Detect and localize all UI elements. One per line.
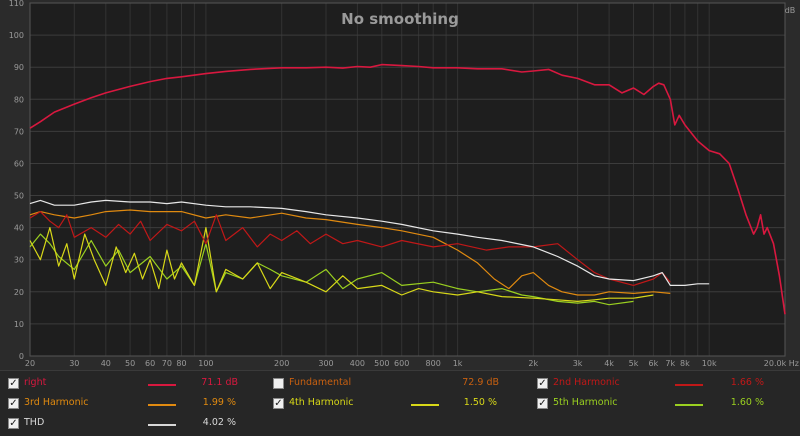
series-swatch (148, 404, 176, 406)
y-tick-label: 70 (14, 127, 24, 136)
legend-item-3rd-harmonic[interactable]: ✓ 3rd Harmonic 1.99 % (8, 395, 258, 415)
2nd-harmonic-checkbox[interactable]: ✓ (537, 378, 548, 389)
series-swatch (675, 404, 703, 406)
series-swatch (148, 424, 176, 426)
legend-panel: ✓ right 71.1 dB Fundamental 72.9 dB ✓ 2n… (0, 370, 800, 436)
series-line-thd (29, 199, 710, 286)
right-checkbox[interactable]: ✓ (8, 378, 19, 389)
legend-item-thd[interactable]: ✓ THD 4.02 % (8, 415, 258, 435)
y-tick-label: 60 (14, 160, 24, 169)
x-tick-label: 60 (145, 359, 155, 368)
legend-label: 4th Harmonic (289, 397, 354, 408)
series-line-2nd-harmonic (29, 211, 671, 286)
legend-value: 71.1 dB (201, 377, 238, 388)
x-tick-label: 800 (426, 359, 441, 368)
x-tick-label: 5k (629, 359, 639, 368)
legend-item-4th-harmonic[interactable]: ✓ 4th Harmonic 1.50 % (273, 395, 513, 415)
y-axis-unit: dB (785, 6, 796, 15)
x-tick-label: 10k (702, 359, 717, 368)
series-line-3rd-harmonic (29, 209, 671, 296)
y-tick-label: 80 (14, 95, 24, 104)
y-tick-label: 10 (14, 320, 24, 329)
legend-item-right[interactable]: ✓ right 71.1 dB (8, 375, 258, 395)
legend-item-5th-harmonic[interactable]: ✓ 5th Harmonic 1.60 % (537, 395, 777, 415)
legend-value: 1.50 % (463, 397, 497, 408)
x-tick-label: 200 (274, 359, 289, 368)
series-line-right (29, 63, 786, 315)
legend-item-2nd-harmonic[interactable]: ✓ 2nd Harmonic 1.66 % (537, 375, 777, 395)
5th-harmonic-checkbox[interactable]: ✓ (537, 398, 548, 409)
x-tick-label: 40 (101, 359, 111, 368)
x-tick-label: 2k (528, 359, 538, 368)
legend-label: 5th Harmonic (553, 397, 618, 408)
x-tick-label: 400 (350, 359, 365, 368)
legend-value: 72.9 dB (462, 377, 499, 388)
fundamental-checkbox[interactable] (273, 378, 284, 389)
x-tick-label: 3k (573, 359, 583, 368)
y-tick-label: 50 (14, 192, 24, 201)
x-tick-label: 7k (665, 359, 675, 368)
x-tick-label: 100 (198, 359, 213, 368)
legend-label: right (24, 377, 47, 388)
series-swatch (411, 404, 439, 406)
3rd-harmonic-checkbox[interactable]: ✓ (8, 398, 19, 409)
y-tick-label: 40 (14, 224, 24, 233)
thd-checkbox[interactable]: ✓ (8, 418, 19, 429)
legend-value: 1.60 % (730, 397, 764, 408)
series-swatch (675, 384, 703, 386)
y-tick-label: 90 (14, 63, 24, 72)
legend-value: 1.99 % (202, 397, 236, 408)
x-tick-label: 8k (680, 359, 690, 368)
series-line-4th-harmonic (29, 227, 654, 302)
x-tick-label: 4k (604, 359, 614, 368)
series-swatch (148, 384, 176, 386)
legend-label: 2nd Harmonic (553, 377, 620, 388)
y-tick-label: 20 (14, 288, 24, 297)
series-line-5th-harmonic (29, 233, 634, 306)
x-tick-label: 70 (162, 359, 172, 368)
x-tick-label: 30 (69, 359, 79, 368)
legend-label: 3rd Harmonic (24, 397, 89, 408)
legend-label: Fundamental (289, 377, 352, 388)
frequency-response-plot[interactable]: 0 10 20 30 40 50 60 70 80 90 100 110 20 30 40 50 60 70 80 1… (0, 0, 800, 370)
x-tick-label: 600 (394, 359, 409, 368)
x-tick-label: 50 (125, 359, 135, 368)
x-tick-label: 20.0k Hz (764, 359, 799, 368)
x-tick-label: 80 (176, 359, 186, 368)
x-tick-label: 6k (649, 359, 659, 368)
legend-item-fundamental[interactable]: Fundamental 72.9 dB (273, 375, 513, 395)
y-tick-label: 110 (9, 0, 24, 8)
x-tick-label: 1k (453, 359, 463, 368)
legend-value: 4.02 % (202, 417, 236, 428)
x-tick-label: 500 (374, 359, 389, 368)
chart-title: No smoothing (341, 10, 459, 28)
plot-area (30, 3, 785, 356)
y-tick-label: 100 (9, 31, 24, 40)
4th-harmonic-checkbox[interactable]: ✓ (273, 398, 284, 409)
legend-value: 1.66 % (730, 377, 764, 388)
x-tick-label: 300 (318, 359, 333, 368)
plot-border (29, 2, 786, 357)
legend-label: THD (24, 417, 45, 428)
y-tick-label: 0 (19, 352, 24, 361)
y-tick-label: 30 (14, 256, 24, 265)
x-tick-label: 20 (25, 359, 35, 368)
